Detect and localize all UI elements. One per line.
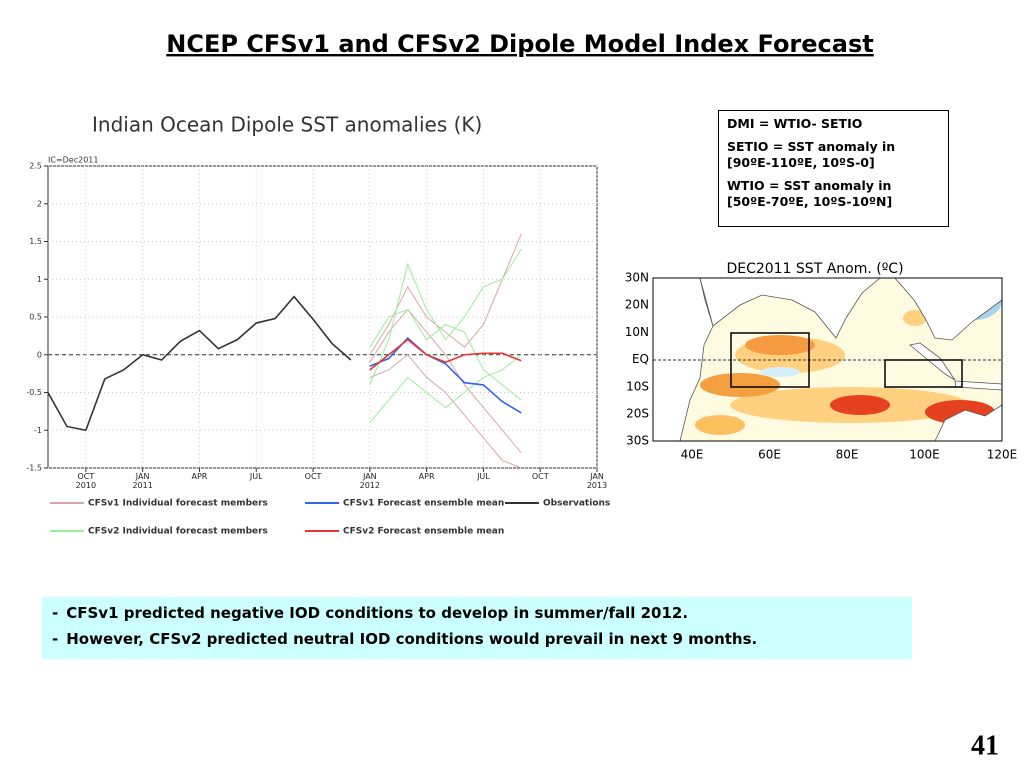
region-box bbox=[884, 359, 963, 388]
bullet-text: However, CFSv2 predicted neutral IOD con… bbox=[66, 630, 758, 648]
land bbox=[909, 342, 956, 381]
lat-label: 20S bbox=[626, 407, 649, 421]
definition: WTIO = SST anomaly in [50ºE-70ºE, 10ºS-10… bbox=[727, 178, 940, 210]
x-tick-label: APR bbox=[418, 472, 435, 481]
y-tick-label: 1.5 bbox=[29, 237, 42, 246]
lat-label: 30S bbox=[626, 434, 649, 448]
map-title: DEC2011 SST Anom. (ºC) bbox=[726, 261, 903, 277]
anomaly-patch bbox=[700, 373, 780, 397]
lat-label: EQ bbox=[632, 352, 649, 366]
y-tick-label: 2 bbox=[37, 199, 42, 208]
lat-label: 10S bbox=[626, 379, 649, 393]
lat-label: 20N bbox=[625, 298, 649, 312]
x-tick-label: JUL bbox=[477, 472, 490, 481]
lat-label: 10N bbox=[625, 325, 649, 339]
y-tick-label: -1.5 bbox=[26, 464, 42, 473]
definition-line: [90ºE-110ºE, 10ºS-0] bbox=[727, 155, 875, 170]
definition-line: DMI = WTIO- SETIO bbox=[727, 116, 863, 131]
anomaly-patch bbox=[903, 310, 927, 326]
x-tick-label: JAN 2011 bbox=[132, 472, 153, 490]
member-line bbox=[369, 308, 522, 454]
definition: DMI = WTIO- SETIO bbox=[727, 116, 940, 132]
legend-label: CFSv1 Individual forecast members bbox=[88, 499, 268, 509]
slide-title: NCEP CFSv1 and CFSv2 Dipole Model Index … bbox=[166, 30, 873, 58]
lon-label: 100E bbox=[909, 448, 940, 462]
bullet: - CFSv1 predicted negative IOD conditions… bbox=[52, 604, 902, 622]
y-tick-label: 0.5 bbox=[29, 313, 42, 322]
y-tick-label: -1 bbox=[34, 426, 42, 435]
legend-label: CFSv2 Forecast ensemble mean bbox=[343, 527, 504, 537]
anomaly-patch bbox=[830, 395, 890, 415]
page-number: 41 bbox=[971, 730, 999, 761]
x-tick-label: OCT bbox=[531, 472, 549, 481]
definition-line: [50ºE-70ºE, 10ºS-10ºN] bbox=[727, 194, 893, 209]
y-tick-label: 1 bbox=[37, 275, 42, 284]
map-frame bbox=[652, 277, 1003, 442]
member-line bbox=[369, 354, 522, 469]
x-tick-label: APR bbox=[191, 472, 208, 481]
anomaly-patch bbox=[745, 335, 815, 355]
lat-label: 30N bbox=[625, 271, 649, 285]
chart-title: Indian Ocean Dipole SST anomalies (K) bbox=[92, 113, 482, 137]
x-tick-label: JAN 2013 bbox=[586, 472, 608, 490]
lon-label: 40E bbox=[681, 448, 704, 462]
member-line bbox=[369, 233, 522, 356]
y-tick-label: 2.5 bbox=[29, 162, 42, 171]
anomaly-patch bbox=[760, 367, 800, 377]
member-line bbox=[369, 308, 522, 401]
chart-subtitle: IC=Dec2011 bbox=[48, 156, 99, 165]
y-tick-label: -0.5 bbox=[26, 388, 42, 397]
region-box bbox=[730, 332, 810, 388]
sst-map bbox=[652, 277, 1003, 442]
y-tick-label: 0 bbox=[37, 350, 42, 359]
series-line bbox=[369, 337, 522, 414]
lon-label: 60E bbox=[758, 448, 781, 462]
lon-label: 80E bbox=[836, 448, 859, 462]
lon-label: 120E bbox=[987, 448, 1018, 462]
bullet: - However, CFSv2 predicted neutral IOD co… bbox=[52, 630, 902, 648]
definition: SETIO = SST anomaly in [90ºE-110ºE, 10ºS-… bbox=[727, 139, 940, 171]
x-tick-label: OCT bbox=[304, 472, 322, 481]
legend-label: Observations bbox=[543, 499, 610, 509]
series-line bbox=[47, 295, 352, 432]
legend-label: CFSv2 Individual forecast members bbox=[88, 527, 268, 537]
definition-line: SETIO = SST anomaly in bbox=[727, 139, 896, 154]
x-tick-label: JUL bbox=[249, 472, 263, 481]
plot-area bbox=[47, 165, 598, 469]
series-line bbox=[369, 338, 522, 371]
bullet-box: - CFSv1 predicted negative IOD conditions… bbox=[42, 597, 912, 659]
definition-line: WTIO = SST anomaly in bbox=[727, 178, 892, 193]
land bbox=[699, 277, 882, 339]
legend-label: CFSv1 Forecast ensemble mean bbox=[343, 499, 504, 509]
bullet-marker: - bbox=[52, 630, 59, 648]
anomaly-patch bbox=[695, 415, 745, 435]
definitions-box: DMI = WTIO- SETIO SETIO = SST anomaly in[… bbox=[718, 110, 949, 227]
member-line bbox=[369, 354, 522, 424]
bullet-text: CFSv1 predicted negative IOD conditions … bbox=[66, 604, 689, 622]
x-tick-label: OCT 2010 bbox=[75, 472, 97, 490]
bullet-marker: - bbox=[52, 604, 59, 622]
x-tick-label: JAN 2012 bbox=[359, 472, 380, 490]
